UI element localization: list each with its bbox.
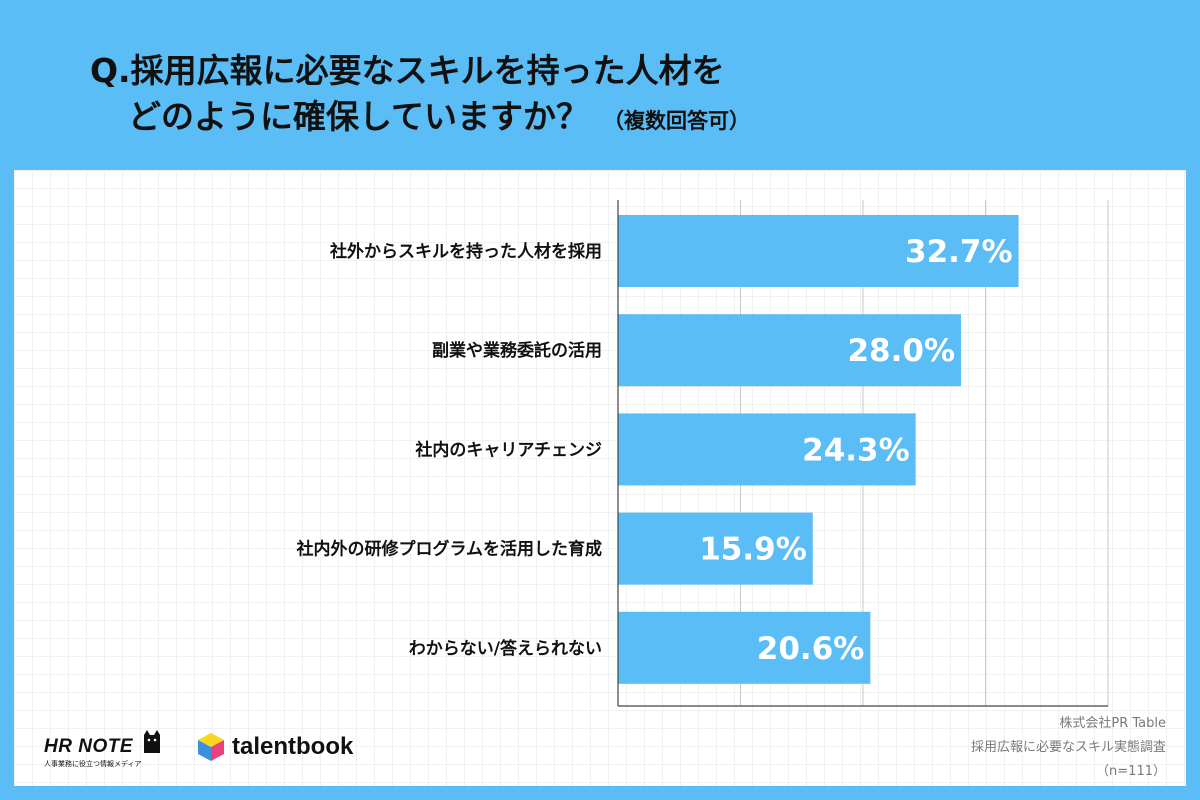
hrnote-logo-tagline: 人事業務に役立つ情報メディア: [44, 760, 142, 768]
question-title-text: どのように確保していますか？: [128, 97, 590, 136]
chart-panel: 社外からスキルを持った人材を採用 32.7% 副業や業務委託の活用 28.0% 社内のキ…: [14, 170, 1186, 786]
value-label: 32.7%: [905, 234, 1013, 270]
bar: [618, 512, 813, 585]
hrnote-logo: HR NOTE 人事業務に役立つ情報メディア: [44, 736, 194, 769]
category-label: 社内外の研修プログラムを活用した育成: [296, 539, 603, 560]
value-label: 24.3%: [802, 432, 910, 468]
question-title-line2: どのように確保していますか？ （複数回答可）: [90, 94, 750, 144]
bar-chart: 社外からスキルを持った人材を採用 32.7% 副業や業務委託の活用 28.0% 社内のキ…: [296, 200, 1109, 707]
source-survey: 採用広報に必要なスキル実態調査: [970, 740, 1166, 755]
cube-icon: [198, 733, 224, 761]
bar: [618, 215, 1019, 287]
value-label: 20.6%: [757, 631, 865, 667]
hrnote-logo-name: HR NOTE: [44, 736, 133, 757]
category-label: 副業や業務委託の活用: [432, 340, 602, 361]
value-label: 28.0%: [847, 333, 955, 369]
bar: [618, 314, 961, 387]
source-company: 株式会社PR Table: [1059, 716, 1166, 731]
question-note: （複数回答可）: [603, 109, 751, 133]
question-title: Q.採用広報に必要なスキルを持った人材を どのように確保していますか？ （複数回答…: [90, 48, 750, 144]
source-note: 株式会社PR Table 採用広報に必要なスキル実態調査 （n=111）: [971, 712, 1166, 784]
question-title-line1: Q.採用広報に必要なスキルを持った人材を: [90, 51, 725, 90]
source-sample: （n=111）: [1096, 764, 1166, 779]
bar: [618, 413, 916, 486]
category-label: わからない/答えられない: [409, 638, 602, 659]
category-label: 社内のキャリアチェンジ: [414, 439, 602, 460]
bar: [618, 611, 871, 684]
talentbook-logo: talentbook: [196, 732, 353, 762]
category-label: 社外からスキルを持った人材を採用: [329, 241, 602, 262]
talentbook-logo-name: talentbook: [232, 733, 354, 760]
value-label: 15.9%: [699, 532, 807, 568]
cat-icon: [144, 730, 160, 753]
